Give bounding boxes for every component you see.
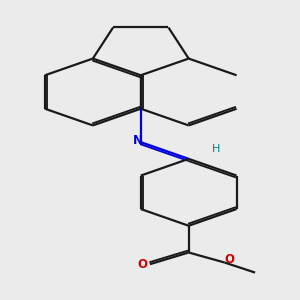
Text: O: O: [224, 253, 234, 266]
Text: H: H: [212, 144, 220, 154]
Text: O: O: [137, 258, 148, 271]
Text: N: N: [133, 134, 143, 147]
